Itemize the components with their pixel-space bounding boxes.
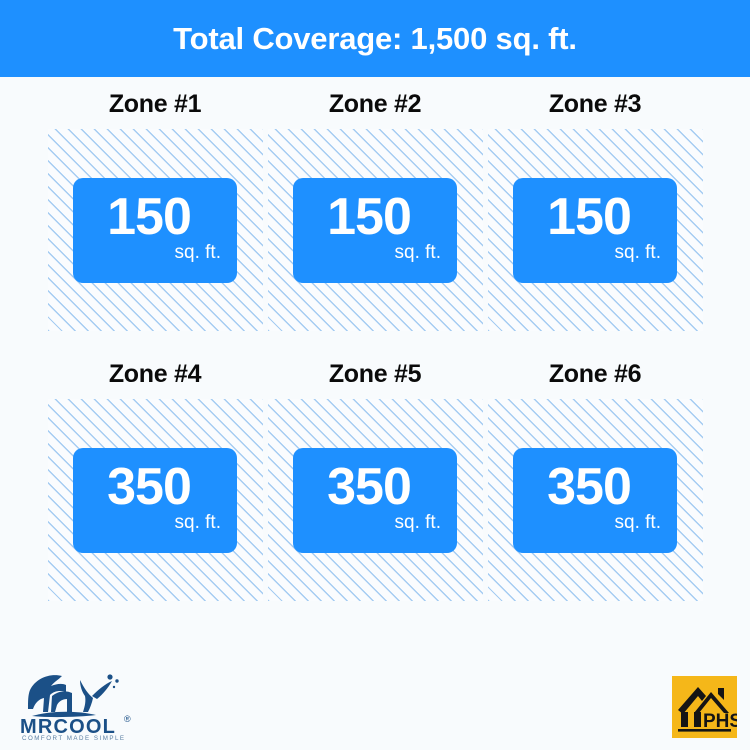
zone-label: Zone #3 bbox=[548, 90, 642, 118]
header-bar: Total Coverage: 1,500 sq. ft. bbox=[0, 0, 750, 77]
zone-value-box: 150 sq. ft. bbox=[73, 177, 237, 283]
zone-cell: Zone #6 350 sq. ft. bbox=[485, 362, 705, 632]
phs-logo-text: PHS bbox=[703, 711, 737, 732]
zone-cell: Zone #4 350 sq. ft. bbox=[45, 362, 265, 632]
zone-hatch-area: 350 sq. ft. bbox=[487, 399, 703, 601]
phs-logo: PHS bbox=[672, 676, 742, 738]
zone-cell: Zone #1 150 sq. ft. bbox=[45, 92, 265, 362]
zone-unit: sq. ft. bbox=[614, 511, 661, 533]
zone-value-box: 350 sq. ft. bbox=[513, 447, 677, 553]
zone-unit: sq. ft. bbox=[174, 241, 221, 263]
zone-unit: sq. ft. bbox=[614, 241, 661, 263]
zones-grid: Zone #1 150 sq. ft. Zone #2 150 sq. ft. … bbox=[45, 92, 705, 632]
zone-hatch-area: 350 sq. ft. bbox=[267, 399, 483, 601]
zone-hatch-area: 150 sq. ft. bbox=[267, 129, 483, 331]
zone-value-box: 150 sq. ft. bbox=[293, 177, 457, 283]
zone-value: 350 bbox=[107, 458, 192, 517]
zone-hatch-area: 350 sq. ft. bbox=[47, 399, 263, 601]
page-title: Total Coverage: 1,500 sq. ft. bbox=[173, 21, 577, 56]
zone-cell: Zone #5 350 sq. ft. bbox=[265, 362, 485, 632]
mrcool-logo-svg: MRCOOL ® COMFORT MADE SIMPLE bbox=[20, 674, 131, 742]
zone-unit: sq. ft. bbox=[394, 241, 441, 263]
zone-unit: sq. ft. bbox=[394, 511, 441, 533]
zone-value: 150 bbox=[327, 188, 412, 247]
phs-logo-svg: PHS bbox=[672, 676, 742, 738]
zone-hatch-area: 150 sq. ft. bbox=[487, 129, 703, 331]
zone-hatch-area: 150 sq. ft. bbox=[47, 129, 263, 331]
zone-value: 150 bbox=[547, 188, 632, 247]
zone-value-box: 350 sq. ft. bbox=[293, 447, 457, 553]
zone-label: Zone #2 bbox=[328, 90, 422, 118]
zone-label: Zone #1 bbox=[108, 90, 202, 118]
zone-cell: Zone #2 150 sq. ft. bbox=[265, 92, 485, 362]
mrcool-registered-mark: ® bbox=[124, 714, 131, 724]
zone-label: Zone #6 bbox=[548, 360, 642, 388]
mrcool-tagline: COMFORT MADE SIMPLE bbox=[22, 735, 126, 740]
zone-label: Zone #4 bbox=[108, 360, 202, 388]
zone-value: 350 bbox=[327, 458, 412, 517]
zone-value: 150 bbox=[107, 188, 192, 247]
zone-cell: Zone #3 150 sq. ft. bbox=[485, 92, 705, 362]
zone-value-box: 350 sq. ft. bbox=[73, 447, 237, 553]
zone-value: 350 bbox=[547, 458, 632, 517]
zone-unit: sq. ft. bbox=[174, 511, 221, 533]
mrcool-logo: MRCOOL ® COMFORT MADE SIMPLE bbox=[18, 668, 163, 742]
zone-value-box: 150 sq. ft. bbox=[513, 177, 677, 283]
mrcool-wordmark: MRCOOL bbox=[20, 716, 116, 738]
polar-bear-icon bbox=[28, 674, 119, 718]
roof-house-icon bbox=[678, 687, 731, 732]
zone-label: Zone #5 bbox=[328, 360, 422, 388]
